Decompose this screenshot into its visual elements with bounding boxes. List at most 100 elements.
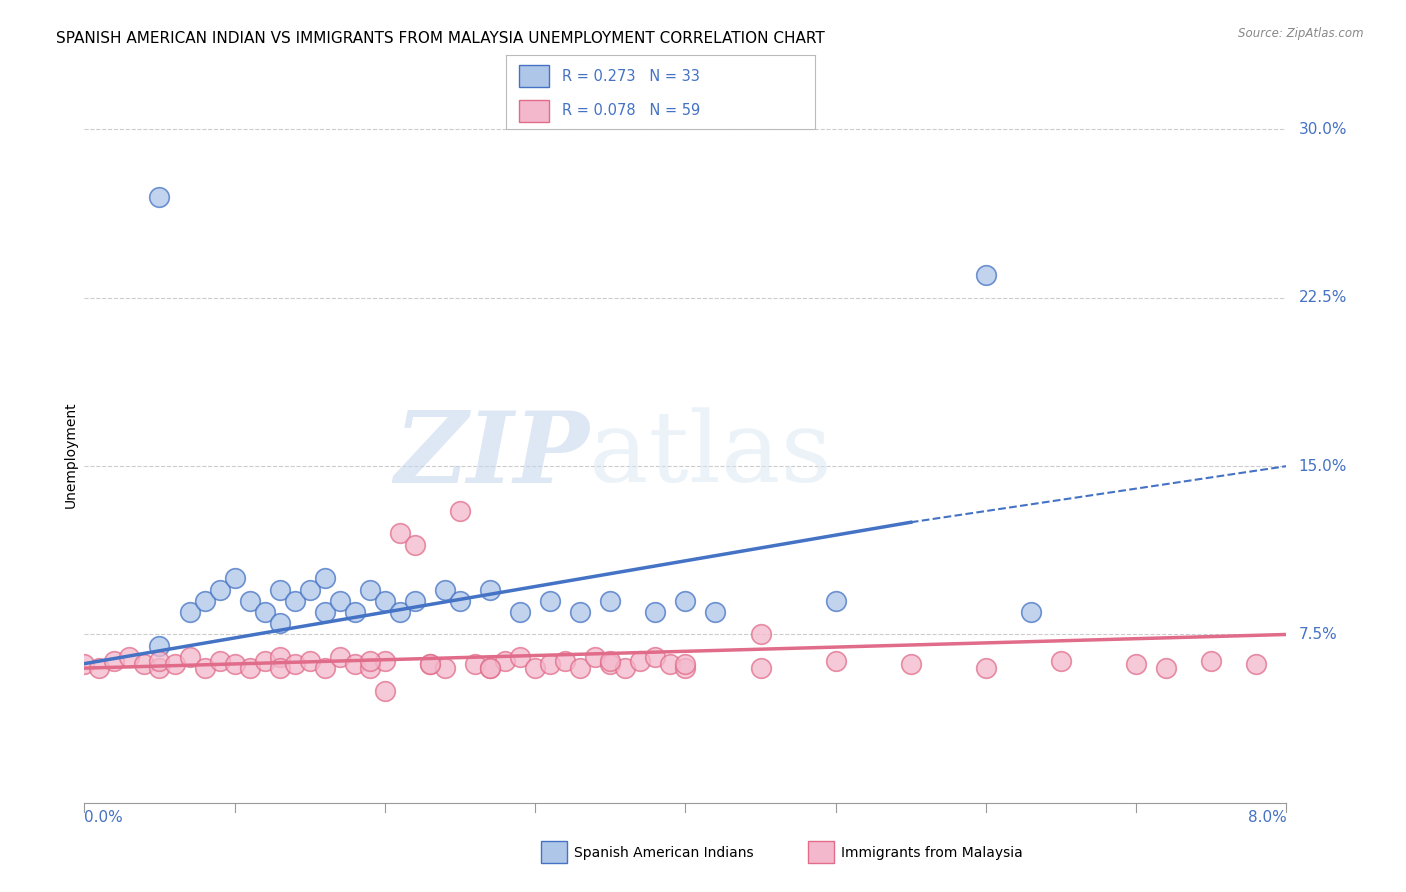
Point (163, 657, 186, 671)
Point (388, 526, 411, 541)
Point (644, 649, 666, 664)
Point (554, 654, 576, 668)
Point (298, 582, 321, 597)
Point (509, 605, 531, 619)
Point (298, 654, 321, 668)
Point (404, 594, 426, 608)
Point (269, 661, 291, 675)
Point (103, 654, 125, 668)
Point (569, 661, 592, 675)
Text: atlas: atlas (589, 407, 832, 503)
Text: 22.5%: 22.5% (1299, 290, 1347, 305)
Point (179, 649, 201, 664)
Text: 0.0%: 0.0% (84, 810, 124, 824)
Point (538, 594, 561, 608)
Point (118, 649, 141, 664)
Text: Source: ZipAtlas.com: Source: ZipAtlas.com (1239, 27, 1364, 40)
Point (314, 661, 336, 675)
Point (704, 605, 727, 619)
Point (314, 571, 336, 585)
Text: Immigrants from Malaysia: Immigrants from Malaysia (841, 846, 1022, 860)
Point (194, 594, 217, 608)
Point (824, 654, 846, 668)
Point (1019, 605, 1042, 619)
Point (343, 657, 366, 671)
Point (675, 657, 697, 671)
Point (644, 605, 666, 619)
Text: SPANISH AMERICAN INDIAN VS IMMIGRANTS FROM MALAYSIA UNEMPLOYMENT CORRELATION CHA: SPANISH AMERICAN INDIAN VS IMMIGRANTS FR… (56, 31, 825, 46)
Point (359, 582, 381, 597)
Point (1246, 657, 1268, 671)
Point (208, 582, 231, 597)
Point (239, 594, 262, 608)
Point (974, 268, 997, 283)
Point (1156, 661, 1178, 675)
Point (749, 661, 772, 675)
Point (479, 661, 502, 675)
Point (359, 654, 381, 668)
Point (253, 654, 276, 668)
Point (148, 661, 170, 675)
Point (73, 657, 96, 671)
Point (449, 504, 471, 518)
Point (824, 594, 846, 608)
Point (253, 605, 276, 619)
Point (599, 594, 621, 608)
Point (614, 661, 637, 675)
Point (374, 683, 396, 698)
Point (224, 571, 246, 585)
Point (194, 661, 217, 675)
Point (749, 627, 772, 641)
Point (659, 657, 682, 671)
Point (1201, 654, 1223, 668)
Text: R = 0.273   N = 33: R = 0.273 N = 33 (562, 69, 700, 84)
Point (388, 605, 411, 619)
FancyBboxPatch shape (519, 65, 550, 87)
Point (479, 582, 502, 597)
Text: 15.0%: 15.0% (1299, 458, 1347, 474)
Point (1050, 654, 1073, 668)
Text: 7.5%: 7.5% (1299, 627, 1337, 642)
Point (479, 661, 502, 675)
Point (179, 605, 201, 619)
Text: R = 0.078   N = 59: R = 0.078 N = 59 (562, 103, 700, 119)
Point (675, 594, 697, 608)
Point (599, 657, 621, 671)
Point (134, 657, 156, 671)
Text: 8.0%: 8.0% (1247, 810, 1286, 824)
Point (239, 661, 262, 675)
Point (329, 594, 352, 608)
FancyBboxPatch shape (519, 100, 550, 122)
Point (434, 661, 457, 675)
Point (675, 661, 697, 675)
Point (359, 661, 381, 675)
Point (269, 582, 291, 597)
Point (374, 594, 396, 608)
Point (900, 657, 922, 671)
Point (148, 639, 170, 653)
Text: Spanish American Indians: Spanish American Indians (574, 846, 754, 860)
Point (404, 538, 426, 552)
Point (434, 582, 457, 597)
Point (974, 661, 997, 675)
Point (628, 654, 651, 668)
Point (583, 649, 606, 664)
Point (494, 654, 516, 668)
Point (599, 654, 621, 668)
Y-axis label: Unemployment: Unemployment (63, 401, 77, 508)
Point (314, 605, 336, 619)
Point (538, 657, 561, 671)
Point (284, 594, 307, 608)
Point (343, 605, 366, 619)
Text: 30.0%: 30.0% (1299, 122, 1347, 137)
Point (374, 654, 396, 668)
Point (1125, 657, 1147, 671)
Point (419, 657, 441, 671)
Point (569, 605, 592, 619)
Point (269, 616, 291, 631)
Point (419, 657, 441, 671)
Point (329, 649, 352, 664)
Point (89, 661, 111, 675)
Point (464, 657, 486, 671)
Point (509, 649, 531, 664)
